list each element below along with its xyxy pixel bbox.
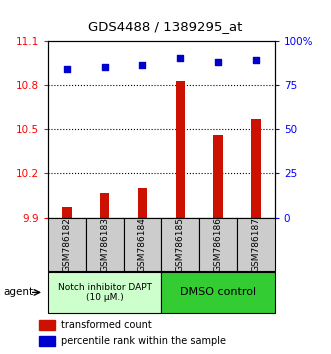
Point <box>178 56 183 61</box>
Bar <box>39 336 55 346</box>
Point <box>64 66 70 72</box>
Text: GSM786185: GSM786185 <box>176 217 185 272</box>
Point <box>102 64 107 70</box>
Bar <box>100 193 110 218</box>
Bar <box>123 218 162 271</box>
Bar <box>213 135 223 218</box>
Text: GDS4488 / 1389295_at: GDS4488 / 1389295_at <box>88 20 243 33</box>
Text: GSM786186: GSM786186 <box>213 217 222 272</box>
Text: DMSO control: DMSO control <box>180 287 256 297</box>
Point <box>215 59 221 65</box>
Text: GSM786183: GSM786183 <box>100 217 109 272</box>
Bar <box>138 188 147 218</box>
Bar <box>237 218 275 271</box>
Text: GSM786182: GSM786182 <box>62 217 71 272</box>
Text: GSM786187: GSM786187 <box>251 217 260 272</box>
Bar <box>48 218 86 271</box>
Point <box>253 57 259 63</box>
Bar <box>162 218 199 271</box>
Text: percentile rank within the sample: percentile rank within the sample <box>61 336 226 346</box>
Text: agent: agent <box>3 287 33 297</box>
Bar <box>162 272 275 313</box>
Text: transformed count: transformed count <box>61 320 152 330</box>
Bar <box>62 207 71 218</box>
Bar <box>86 218 123 271</box>
Bar <box>251 119 260 218</box>
Bar <box>39 320 55 330</box>
Bar <box>48 272 162 313</box>
Point <box>140 63 145 68</box>
Text: Notch inhibitor DAPT
(10 μM.): Notch inhibitor DAPT (10 μM.) <box>58 283 152 302</box>
Bar <box>199 218 237 271</box>
Bar <box>175 80 185 218</box>
Text: GSM786184: GSM786184 <box>138 217 147 272</box>
